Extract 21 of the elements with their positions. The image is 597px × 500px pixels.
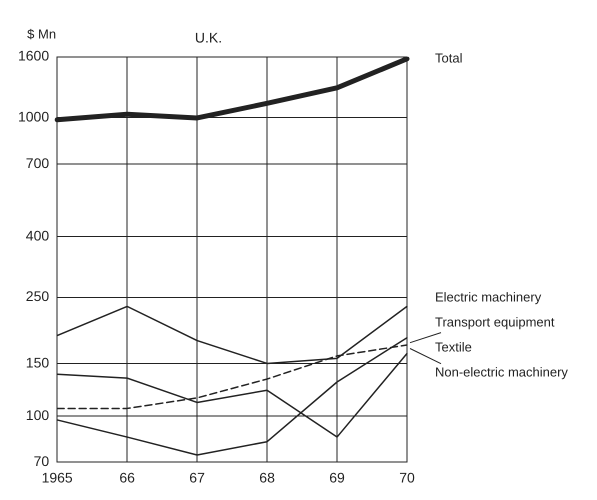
chart-title: U.K. [194,29,222,46]
text: Textile [435,340,472,355]
x-tick-label: 66 [119,469,136,486]
y-tick-label: 700 [26,154,50,171]
x-tick-label: 68 [259,469,276,486]
text: Non-electric machinery [435,364,568,380]
x-tick-label: 67 [189,469,206,486]
text: Transport equipment [435,314,555,330]
y-tick-label: 150 [26,354,50,370]
text: Total [435,50,463,66]
y-tick-label: 250 [26,288,50,304]
x-tick-label: 70 [399,469,415,486]
x-tick-label: 1965 [42,469,73,486]
text: Electric machinery [435,290,542,305]
y-tick-label: 1000 [18,108,50,125]
y-axis-title: $ Mn [27,26,56,42]
y-tick-label: 1600 [18,48,50,64]
y-tick-label: 400 [26,227,50,244]
y-tick-label: 70 [34,453,50,470]
y-tick-label: 100 [26,406,50,423]
x-tick-label: 69 [329,469,346,486]
